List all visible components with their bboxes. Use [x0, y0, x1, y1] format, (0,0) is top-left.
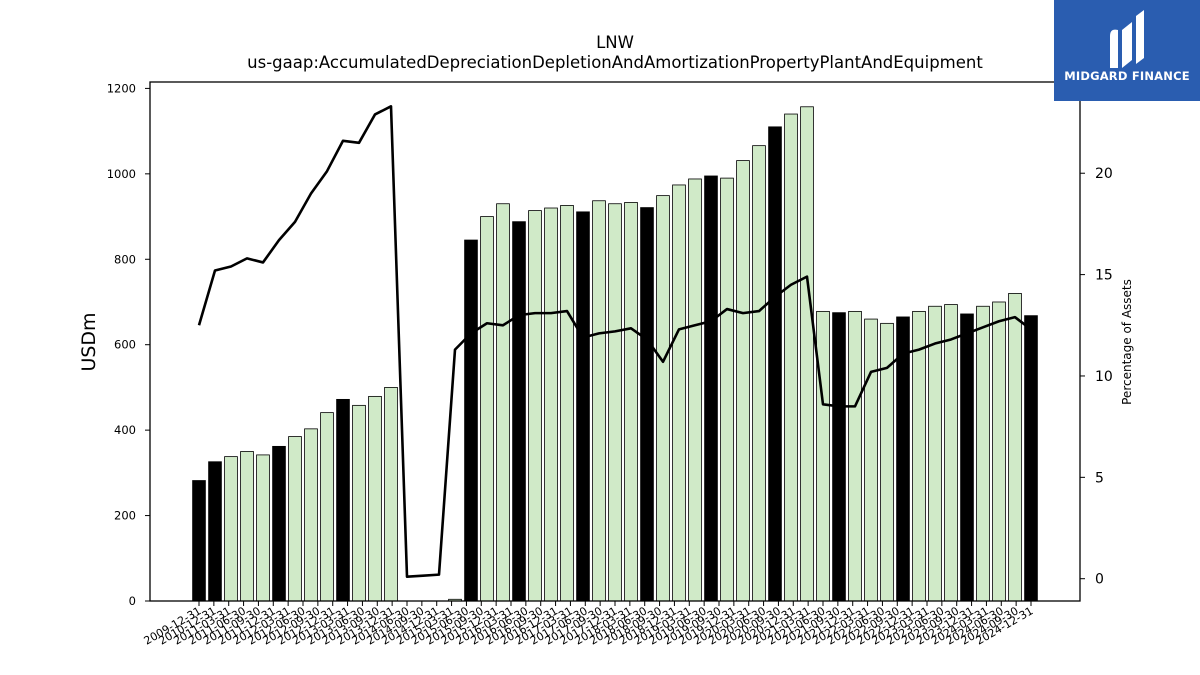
bar-21 — [528, 210, 542, 602]
bar-30 — [672, 184, 686, 602]
left-y-axis: 0 200 400 600 800 1000 1200 — [107, 81, 150, 608]
bar-33 — [720, 177, 734, 602]
bar-24 — [576, 211, 590, 602]
bar-42 — [864, 318, 878, 602]
bar-1 — [208, 461, 222, 602]
bar-22 — [544, 207, 558, 602]
bar-12 — [384, 387, 398, 602]
bar-41 — [848, 310, 862, 602]
y2-tick-label: 0 — [1095, 572, 1104, 588]
y2-tick-label: 20 — [1095, 166, 1113, 182]
percentage-line — [197, 105, 1032, 578]
bar-3 — [240, 451, 254, 602]
bar-10 — [352, 404, 366, 602]
bar-8 — [320, 412, 334, 602]
y2-tick-label: 10 — [1095, 369, 1113, 385]
bar-11 — [368, 395, 382, 602]
bar-48 — [960, 313, 974, 602]
right-y-axis: 0 5 10 15 20 — [1080, 166, 1113, 588]
y2-axis-label: Percentage of Assets — [1120, 279, 1134, 405]
bar-47 — [944, 304, 958, 602]
bar-5 — [272, 445, 286, 602]
bar-26 — [608, 203, 622, 602]
bar-40 — [832, 312, 846, 602]
bar-49 — [976, 305, 990, 602]
logo-text: MIDGARD FINANCE — [1064, 69, 1190, 83]
bar-36 — [768, 126, 782, 602]
y2-tick-label: 5 — [1095, 470, 1104, 486]
midgard-finance-logo: MIDGARD FINANCE — [1054, 0, 1200, 101]
bar-50 — [992, 301, 1006, 602]
bar-37 — [784, 113, 798, 602]
line-group — [197, 105, 1032, 578]
bar-28 — [640, 207, 654, 602]
bar-20 — [512, 221, 526, 602]
y-tick-label: 1200 — [107, 81, 136, 95]
bar-7 — [304, 428, 318, 602]
y-tick-label: 200 — [114, 509, 136, 523]
y-axis-label: USDm — [78, 312, 100, 371]
y-tick-label: 800 — [114, 252, 136, 266]
bar-19 — [496, 203, 510, 602]
y-tick-label: 600 — [114, 338, 136, 352]
bar-32 — [704, 175, 718, 602]
y-tick-label: 0 — [129, 594, 136, 608]
y2-tick-label: 15 — [1095, 268, 1113, 284]
bar-51 — [1008, 293, 1022, 602]
bar-27 — [624, 202, 638, 602]
bar-17 — [464, 239, 478, 602]
bar-25 — [592, 200, 606, 602]
bar-52 — [1024, 315, 1038, 602]
chart-subtitle: us-gaap:AccumulatedDepreciationDepletion… — [247, 53, 983, 72]
bar-6 — [288, 436, 302, 602]
bar-35 — [752, 145, 766, 602]
bar-2 — [224, 456, 238, 602]
x-axis: 2009-12-312010-12-312011-03-312011-06-30… — [142, 601, 1036, 648]
bar-45 — [912, 310, 926, 602]
bar-9 — [336, 398, 350, 602]
bar-31 — [688, 178, 702, 602]
bar-29 — [656, 195, 670, 602]
bar-0 — [192, 480, 206, 602]
chart-title: LNW — [596, 33, 634, 52]
bar-44 — [896, 316, 910, 602]
bar-38 — [800, 106, 814, 602]
bar-18 — [480, 216, 494, 602]
bar-39 — [816, 310, 830, 602]
bar-4 — [256, 454, 270, 602]
bar-46 — [928, 305, 942, 602]
midgard-logo-icon — [1110, 10, 1144, 68]
bar-34 — [736, 160, 750, 602]
y-tick-label: 1000 — [107, 167, 136, 181]
bar-23 — [560, 205, 574, 602]
bars-group — [192, 106, 1038, 602]
y-tick-label: 400 — [114, 423, 136, 437]
